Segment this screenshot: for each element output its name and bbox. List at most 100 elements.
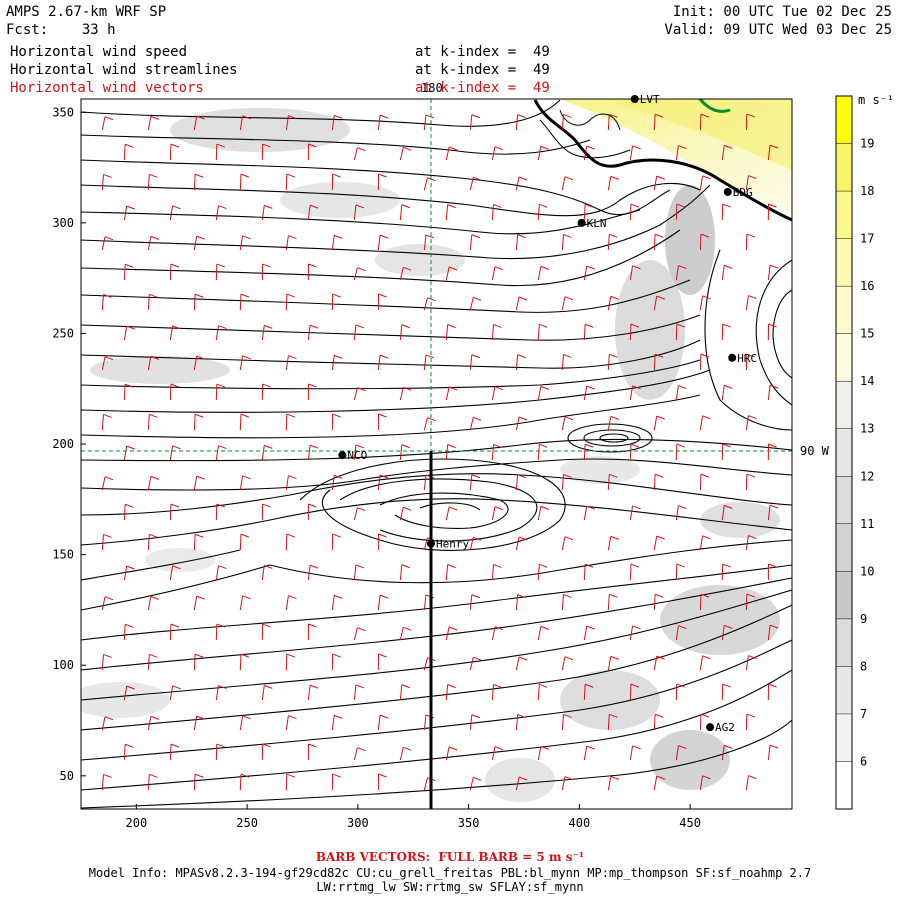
wind-barb [215,743,225,761]
colorbar-swatch [836,571,852,619]
colorbar-label: 19 [860,137,874,151]
wind-barb [377,714,389,731]
wind-barb [699,473,710,491]
wind-barb [653,473,664,491]
wind-barb [699,233,710,251]
wind-barb [239,235,251,251]
wind-barb [285,413,295,431]
wind-barb [561,353,572,371]
wind-barb [331,234,343,251]
wind-barb [699,175,711,191]
wind-barb [675,385,687,401]
wind-barb [745,473,755,491]
wind-barb [353,387,366,401]
wind-barb [721,504,733,521]
wind-barb [169,263,180,281]
wind-barb [193,715,205,731]
wind-barb [515,474,526,491]
wind-barb [491,506,504,521]
station-label: HRC [737,352,757,365]
wind-barb [193,173,204,191]
wind-barb [123,565,135,581]
wind-barb [307,623,317,641]
wind-barb [537,443,548,461]
wind-barb [629,745,641,761]
wind-barb [169,685,181,701]
wind-barb [423,177,436,191]
wind-barb [537,203,548,221]
wind-barb [307,503,317,521]
wind-barb [745,655,757,671]
wind-barb [699,353,710,371]
wind-barb [629,625,641,641]
wind-barb [515,176,528,191]
wind-barb [285,773,295,791]
colorbar-label: 15 [860,327,874,341]
x-axis-ticks: 200 250 300 350 400 450 [126,804,701,830]
wind-barb [767,624,779,641]
wind-barb [699,775,711,791]
field-name-speed: Horizontal wind speed [10,44,188,60]
wind-barb [353,444,365,461]
wind-barb [675,443,685,461]
wind-barb [307,263,317,281]
colorbar-label: 17 [860,232,874,246]
wind-barb [767,144,779,161]
wind-barb [491,323,502,341]
y-tick-label: 350 [52,105,74,119]
wind-barb [285,475,297,491]
wind-barb [147,413,158,431]
wind-barb [261,263,271,281]
wind-barb [767,323,777,341]
colorbar-unit: m s⁻¹ [858,93,894,107]
station-marker [723,187,732,196]
colorbar-swatch [836,713,852,762]
wind-barb [307,444,319,461]
wind-barb [399,324,410,341]
wind-barb [239,475,251,491]
wind-barb [469,234,480,251]
wind-barb [675,563,685,581]
wind-barb [101,533,112,551]
wind-barb [445,146,458,161]
field-name-streamlines: Horizontal wind streamlines [10,62,238,78]
wind-barb [423,234,435,251]
wind-barb [215,263,225,281]
y-tick-label: 250 [52,326,74,340]
wind-barb [399,684,410,701]
y-tick-label: 50 [60,769,74,783]
wind-barb [215,325,227,341]
wind-barb [491,443,502,461]
valid-time: Valid: 09 UTC Wed 03 Dec 25 [664,22,892,38]
wind-barb [285,115,297,131]
wind-barb [445,324,456,341]
wind-barb [469,656,482,671]
wind-barb [261,623,271,641]
station-marker [338,451,347,460]
wind-barb [561,593,572,611]
colorbar-swatch [836,286,852,334]
x-tick-label: 450 [679,816,701,830]
wind-barb [469,354,480,371]
wind-barb [377,413,387,431]
wind-barb [607,655,620,671]
wind-barb [285,653,295,671]
map-field [81,99,792,809]
model-info-line-1: Model Info: MPASv8.2.3-194-gf29cd82c CU:… [88,866,812,880]
colorbar-label: 11 [860,517,874,531]
wind-barb [123,623,134,641]
wind-barb [261,204,273,221]
wind-barb [193,653,204,671]
wind-barb [607,473,618,491]
wind-barb [653,415,665,431]
wind-barb [721,323,731,341]
wind-barb [491,563,502,581]
wind-barb [721,144,733,161]
wind-barb [239,413,250,431]
wind-barb [215,623,225,641]
wind-barb [193,293,204,311]
colorbar-swatch [836,523,852,572]
wind-barb [721,563,731,581]
wind-barb [123,685,135,701]
wind-barb [537,505,550,521]
